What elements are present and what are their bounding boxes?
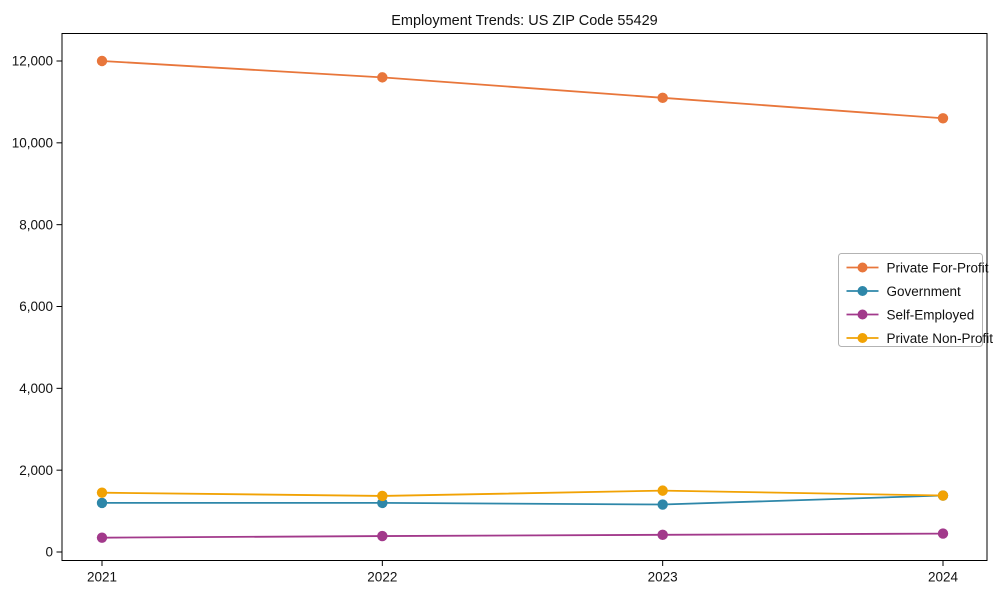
plot-border <box>61 33 988 561</box>
legend-label: Private Non-Profit <box>887 331 994 346</box>
legend-marker-swatch <box>857 286 868 296</box>
y-axis-tick-label: 12,000 <box>12 54 53 69</box>
y-axis-tick-label: 6,000 <box>19 299 53 314</box>
data-point-government <box>96 497 108 509</box>
data-point-self-employed <box>96 532 108 543</box>
legend-label: Government <box>887 284 962 299</box>
legend-marker-swatch <box>857 333 868 343</box>
x-axis-tick-label: 2023 <box>648 570 678 585</box>
data-point-private-for-profit <box>377 72 388 83</box>
legend-label: Self-Employed <box>887 307 975 322</box>
x-axis-tick-label: 2024 <box>928 570 959 585</box>
chart-title: Employment Trends: US ZIP Code 55429 <box>391 13 658 29</box>
series-line-private-for-profit <box>101 60 944 120</box>
legend-entry-self-employed: Self-Employed <box>846 307 975 322</box>
data-point-private-for-profit <box>96 55 108 67</box>
y-axis-tick-label: 8,000 <box>19 217 53 232</box>
legend: Private For-Profit Government Self-Employe… <box>838 253 994 347</box>
legend-entry-private-non-profit: Private Non-Profit <box>846 331 994 346</box>
series-line-private-non-profit <box>101 489 944 497</box>
data-point-private-for-profit <box>657 92 668 104</box>
y-axis-tick-label: 4,000 <box>19 381 53 396</box>
series-line-self-employed <box>101 532 944 539</box>
data-point-private-non-profit <box>657 485 668 496</box>
y-axis-tick-label: 2,000 <box>19 463 53 478</box>
data-point-private-non-profit <box>377 490 388 502</box>
legend-entry-government: Government <box>846 284 962 299</box>
data-point-self-employed <box>657 529 668 541</box>
legend-marker-swatch <box>857 262 868 273</box>
data-point-private-for-profit <box>937 113 949 124</box>
data-point-government <box>657 499 668 510</box>
legend-label: Private For-Profit <box>887 260 989 275</box>
x-axis-tick-label: 2021 <box>87 570 117 585</box>
data-point-self-employed <box>937 528 949 539</box>
legend-marker-swatch <box>857 309 868 320</box>
legend-box <box>838 253 983 347</box>
series-line-government <box>102 494 944 506</box>
data-point-private-non-profit <box>937 490 949 501</box>
x-axis-tick-label: 2022 <box>367 570 397 585</box>
y-axis-tick-label: 0 <box>45 545 53 560</box>
data-point-self-employed <box>377 530 388 542</box>
legend-entry-private-for-profit: Private For-Profit <box>846 260 989 275</box>
y-axis-tick-label: 10,000 <box>12 136 53 151</box>
data-point-private-non-profit <box>96 487 108 498</box>
